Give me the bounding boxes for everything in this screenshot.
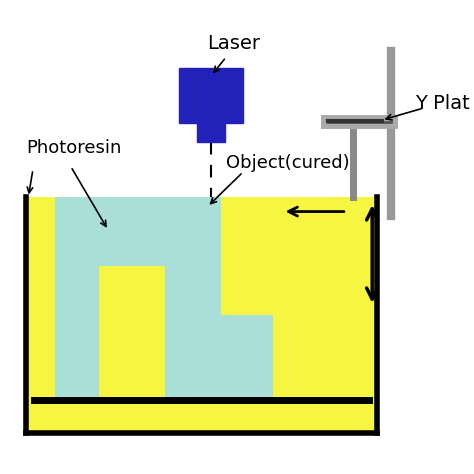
Text: Laser: Laser: [207, 34, 260, 54]
Polygon shape: [27, 198, 377, 433]
Bar: [179, 68, 243, 123]
Bar: [197, 123, 225, 142]
Text: Y Plat: Y Plat: [415, 94, 469, 113]
Polygon shape: [99, 266, 165, 398]
Polygon shape: [55, 198, 273, 400]
Text: Object(cured): Object(cured): [226, 154, 350, 172]
Text: Photoresin: Photoresin: [27, 139, 122, 157]
